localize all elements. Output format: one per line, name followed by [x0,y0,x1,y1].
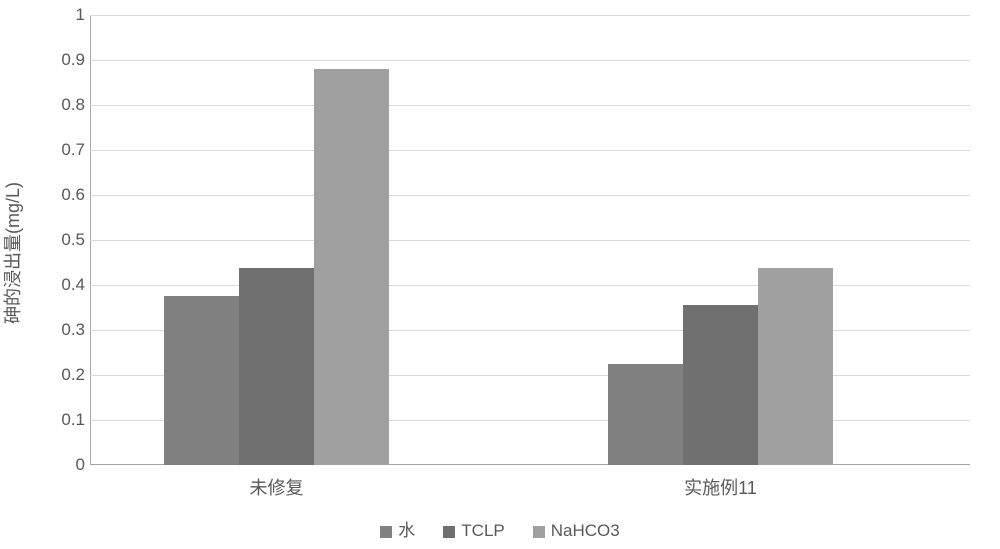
legend-label: TCLP [461,521,504,540]
legend-swatch [533,526,545,538]
legend-label: NaHCO3 [551,521,620,540]
legend: 水 TCLP NaHCO3 [0,516,1000,541]
y-tick-label: 0.5 [45,230,85,250]
bar [758,268,833,465]
bar [164,296,239,465]
legend-swatch [443,526,455,538]
y-axis-title: 砷的浸出量(mg/L) [0,182,25,324]
y-tick-label: 0.1 [45,410,85,430]
x-tick-label: 未修复 [250,474,304,500]
gridline [90,15,970,16]
y-tick-label: 0.7 [45,140,85,160]
y-tick-label: 0.3 [45,320,85,340]
legend-label: 水 [398,521,415,540]
y-tick-label: 1 [45,5,85,25]
y-tick-label: 0 [45,455,85,475]
gridline [90,195,970,196]
bar [683,305,758,465]
y-tick-label: 0.9 [45,50,85,70]
bar [608,364,683,465]
legend-item: NaHCO3 [533,521,620,541]
y-tick-label: 0.6 [45,185,85,205]
y-tick-label: 0.2 [45,365,85,385]
legend-swatch [380,526,392,538]
gridline [90,285,970,286]
y-tick-label: 0.8 [45,95,85,115]
legend-item: TCLP [443,521,504,541]
gridline [90,240,970,241]
gridline [90,150,970,151]
x-tick-label: 实施例11 [684,474,757,500]
gridline [90,60,970,61]
legend-item: 水 [380,516,415,541]
chart-container: 砷的浸出量(mg/L) 0 0.1 0.2 0.3 0.4 0.5 0.6 0.7 0.8 0.9… [0,0,1000,549]
bar [314,69,389,465]
plot-area [90,15,970,465]
bar [239,268,314,465]
gridline [90,105,970,106]
y-tick-label: 0.4 [45,275,85,295]
